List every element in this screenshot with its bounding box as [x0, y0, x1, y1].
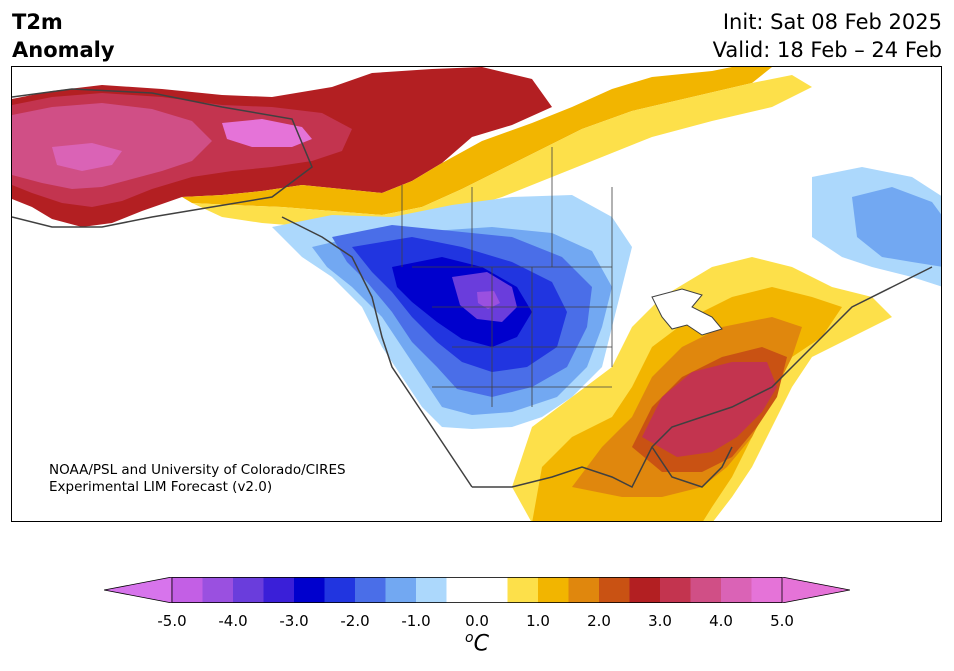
canada-warm-band — [182, 67, 772, 215]
anomaly-map — [12, 67, 941, 521]
alaska-peak-region — [222, 119, 312, 147]
state-borders — [401, 147, 613, 407]
colorbar-bin — [477, 577, 508, 603]
east-extreme — [642, 362, 777, 457]
colorbar-outline — [171, 577, 783, 603]
canada-slight-warm-band — [192, 75, 812, 227]
colorbar-bin — [690, 577, 722, 603]
colorbar-bin — [721, 577, 752, 603]
colorbar-tick-label: 0.0 — [465, 612, 489, 630]
colorbar-tick-label: 4.0 — [709, 612, 733, 630]
title-anomaly: Anomaly — [12, 38, 115, 62]
colorbar-unit: oC — [465, 630, 489, 656]
alaska-extreme-region — [12, 103, 212, 189]
colorbar-tick-label: -2.0 — [340, 612, 370, 630]
colorbar-tick-label: -1.0 — [401, 612, 431, 630]
alaska-peak-region-2 — [52, 143, 122, 171]
title-variable: T2m — [12, 10, 63, 34]
colorbar-bin — [294, 577, 325, 603]
colorbar-bin — [355, 577, 386, 603]
colorbar-tick-label: -5.0 — [157, 612, 187, 630]
map-title: T2m Anomaly — [12, 8, 115, 64]
credit-line-2: Experimental LIM Forecast (v2.0) — [49, 479, 273, 495]
colorbar-tick-label: -3.0 — [279, 612, 309, 630]
colorbar-bin — [202, 577, 234, 603]
valid-dates: Valid: 18 Feb – 24 Feb — [712, 38, 942, 62]
colorbar-bin — [263, 577, 295, 603]
west-peak-cold — [477, 291, 500, 309]
colorbar-bin — [568, 577, 600, 603]
colorbar-bin — [599, 577, 630, 603]
great-lakes — [651, 288, 723, 336]
colorbar-tick-label: 2.0 — [587, 612, 611, 630]
unit-degree: o — [465, 630, 474, 646]
colorbar-tick-label: -4.0 — [218, 612, 248, 630]
colorbar-over-triangle — [781, 576, 851, 604]
colorbar-tick-label: 1.0 — [526, 612, 550, 630]
north-america-coastline — [12, 88, 933, 489]
colorbar-bin — [446, 577, 478, 603]
colorbar-bin — [629, 577, 661, 603]
init-date: Init: Sat 08 Feb 2025 — [722, 10, 942, 34]
colorbar-bin — [324, 577, 356, 603]
colorbar — [103, 576, 851, 604]
colorbar-bin — [233, 577, 264, 603]
colorbar-bin — [385, 577, 417, 603]
colorbar-bin — [416, 577, 447, 603]
colorbar-under-triangle — [103, 576, 173, 604]
labrador-cooler — [852, 187, 941, 267]
colorbar-svg — [103, 576, 851, 604]
colorbar-bin — [172, 577, 203, 603]
map-dates: Init: Sat 08 Feb 2025 Valid: 18 Feb – 24… — [713, 8, 942, 64]
colorbar-bin — [751, 577, 783, 603]
colorbar-bin — [538, 577, 569, 603]
unit-letter: C — [473, 631, 489, 657]
colorbar-tick-label: 5.0 — [770, 612, 794, 630]
colorbar-tick-label: 3.0 — [648, 612, 672, 630]
credit-line-1: NOAA/PSL and University of Colorado/CIRE… — [49, 462, 346, 478]
colorbar-bin — [660, 577, 691, 603]
credit-text: NOAA/PSL and University of Colorado/CIRE… — [49, 462, 346, 496]
colorbar-bin — [507, 577, 539, 603]
map-panel: NOAA/PSL and University of Colorado/CIRE… — [11, 66, 942, 522]
